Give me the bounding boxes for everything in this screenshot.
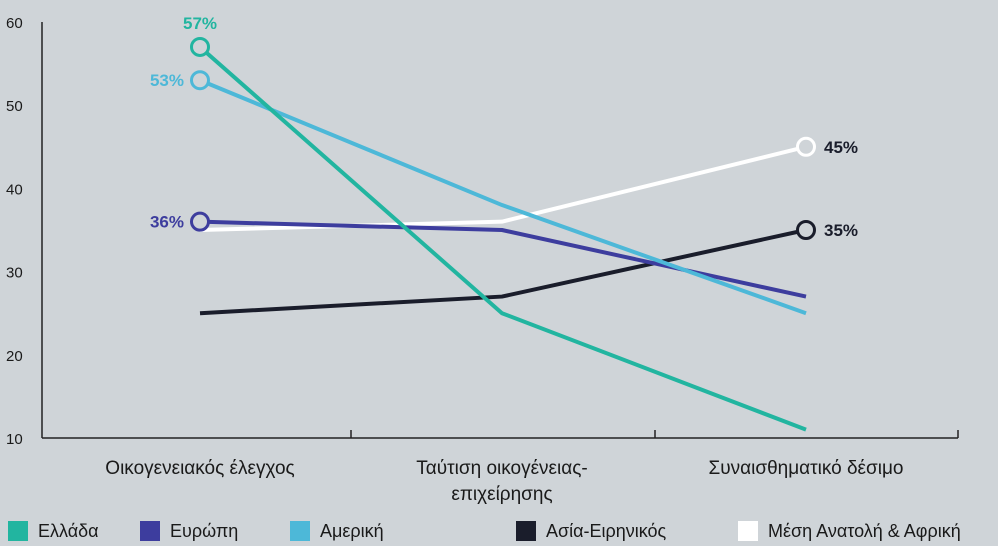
legend: Ελλάδα Ευρώπη Αμερική Ασία-Ειρηνικός Μέση Αν…	[0, 516, 998, 546]
data-point-marker	[796, 220, 816, 240]
data-point-marker	[190, 70, 210, 91]
legend-item: Αμερική	[290, 516, 384, 546]
data-point-marker	[796, 136, 816, 157]
x-category-label: επιχείρησης	[451, 484, 552, 505]
y-tick-label: 30	[6, 265, 23, 282]
y-tick-label: 40	[6, 181, 23, 198]
series-line	[199, 78, 807, 316]
x-category-label: Ταύτιση οικογένειας-	[416, 458, 587, 479]
legend-swatch	[516, 521, 536, 541]
legend-label: Ελλάδα	[38, 520, 99, 541]
legend-label: Μέση Ανατολή & Αφρική	[768, 520, 961, 541]
legend-item: Ελλάδα	[8, 516, 99, 546]
x-category-label: Συναισθηματικό δέσιμο	[709, 458, 904, 479]
legend-swatch	[290, 521, 310, 541]
legend-label: Ευρώπη	[170, 520, 239, 541]
legend-label: Ασία-Ειρηνικός	[546, 520, 667, 541]
data-label: 36%	[150, 213, 184, 232]
data-point-marker	[190, 211, 210, 232]
data-label: 57%	[183, 14, 217, 33]
legend-swatch	[738, 521, 758, 541]
series-line	[199, 144, 807, 232]
data-label: 35%	[824, 221, 858, 240]
legend-item: Ευρώπη	[140, 516, 238, 546]
y-tick-label: 60	[6, 15, 23, 32]
series-line	[199, 228, 807, 316]
data-label: 45%	[824, 138, 858, 157]
line-chart: 10 20 30 40 50 60 Οικογενειακός έλεγχος Ταύτιση…	[6, 14, 959, 505]
x-category-label: Οικογενειακός έλεγχος	[105, 458, 294, 479]
data-label: 53%	[150, 71, 184, 90]
y-tick-label: 50	[6, 98, 23, 115]
legend-swatch	[8, 521, 28, 541]
legend-item: Μέση Ανατολή & Αφρική	[738, 516, 961, 546]
legend-label: Αμερική	[320, 520, 384, 541]
series-line	[199, 219, 807, 299]
y-tick-label: 10	[6, 431, 23, 448]
y-tick-label: 20	[6, 348, 23, 365]
legend-swatch	[140, 521, 160, 541]
series-line	[198, 45, 807, 432]
data-point-marker	[190, 36, 210, 57]
legend-item: Ασία-Ειρηνικός	[516, 516, 666, 546]
